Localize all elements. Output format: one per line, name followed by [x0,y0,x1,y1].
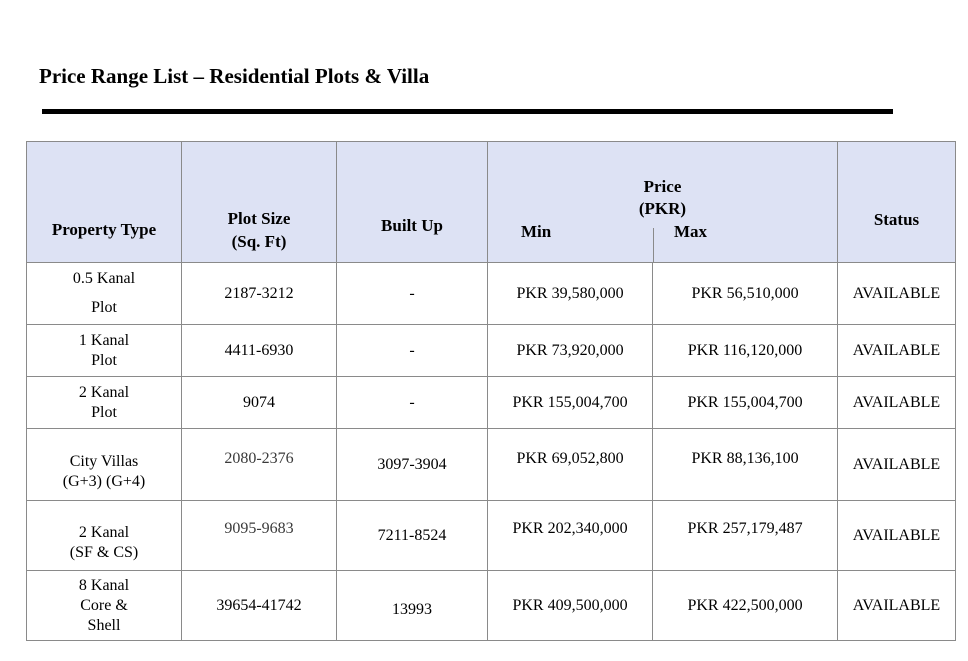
table-row: City Villas (G+3) (G+4) 2080-2376 3097-3… [26,428,956,501]
cell-min-price: PKR 409,500,000 [487,570,653,641]
header-max: Max [674,222,708,241]
cell-plot-size: 4411-6930 [181,324,337,377]
cell-min-price: PKR 73,920,000 [487,324,653,377]
page-title: Price Range List – Residential Plots & V… [39,64,430,88]
cell-max-price: PKR 88,136,100 [652,428,838,501]
table-row: 2 Kanal (SF & CS) 9095-9683 7211-8524 PK… [26,500,956,571]
cell-max-price: PKR 257,179,487 [652,500,838,571]
cell-status: AVAILABLE [837,570,956,641]
cell-max-price: PKR 56,510,000 [652,262,838,325]
title-divider [42,109,893,114]
cell-property-type: 0.5 Kanal Plot [26,262,182,325]
cell-plot-size: 9074 [181,376,337,429]
header-built-up: Built Up [336,141,488,263]
cell-built-up: - [336,262,488,325]
header-status: Status [837,141,956,263]
cell-min-price: PKR 69,052,800 [487,428,653,501]
cell-min-price: PKR 155,004,700 [487,376,653,429]
cell-status: AVAILABLE [837,262,956,325]
header-min: Min [521,222,552,241]
cell-min-price: PKR 202,340,000 [487,500,653,571]
cell-plot-size: 39654-41742 [181,570,337,641]
cell-status: AVAILABLE [837,376,956,429]
cell-status: AVAILABLE [837,428,956,501]
table-row: 0.5 Kanal Plot 2187-3212 - PKR 39,580,00… [26,262,956,325]
cell-property-type: 2 Kanal Plot [26,376,182,429]
cell-built-up: - [336,376,488,429]
price-subdivider [653,228,654,262]
price-table: Property Type Plot Size (Sq. Ft) Built U… [26,141,956,641]
cell-plot-size: 2187-3212 [181,262,337,325]
cell-property-type: 1 Kanal Plot [26,324,182,377]
header-row: Property Type Plot Size (Sq. Ft) Built U… [26,141,956,263]
cell-property-type: City Villas (G+3) (G+4) [26,428,182,501]
cell-property-type: 8 Kanal Core & Shell [26,570,182,641]
header-plot-size: Plot Size (Sq. Ft) [181,141,337,263]
cell-built-up: 3097-3904 [336,428,488,501]
cell-status: AVAILABLE [837,324,956,377]
cell-built-up: - [336,324,488,377]
header-property-type: Property Type [26,141,182,263]
table-row: 8 Kanal Core & Shell 39654-41742 13993 P… [26,570,956,641]
cell-plot-size: 9095-9683 [181,500,337,571]
cell-status: AVAILABLE [837,500,956,571]
cell-built-up: 7211-8524 [336,500,488,571]
cell-min-price: PKR 39,580,000 [487,262,653,325]
cell-built-up: 13993 [336,570,488,641]
table-row: 1 Kanal Plot 4411-6930 - PKR 73,920,000 … [26,324,956,377]
cell-plot-size: 2080-2376 [181,428,337,501]
header-price: Price (PKR) Min Max [487,141,838,263]
cell-max-price: PKR 155,004,700 [652,376,838,429]
cell-max-price: PKR 116,120,000 [652,324,838,377]
cell-max-price: PKR 422,500,000 [652,570,838,641]
table-row: 2 Kanal Plot 9074 - PKR 155,004,700 PKR … [26,376,956,429]
cell-property-type: 2 Kanal (SF & CS) [26,500,182,571]
